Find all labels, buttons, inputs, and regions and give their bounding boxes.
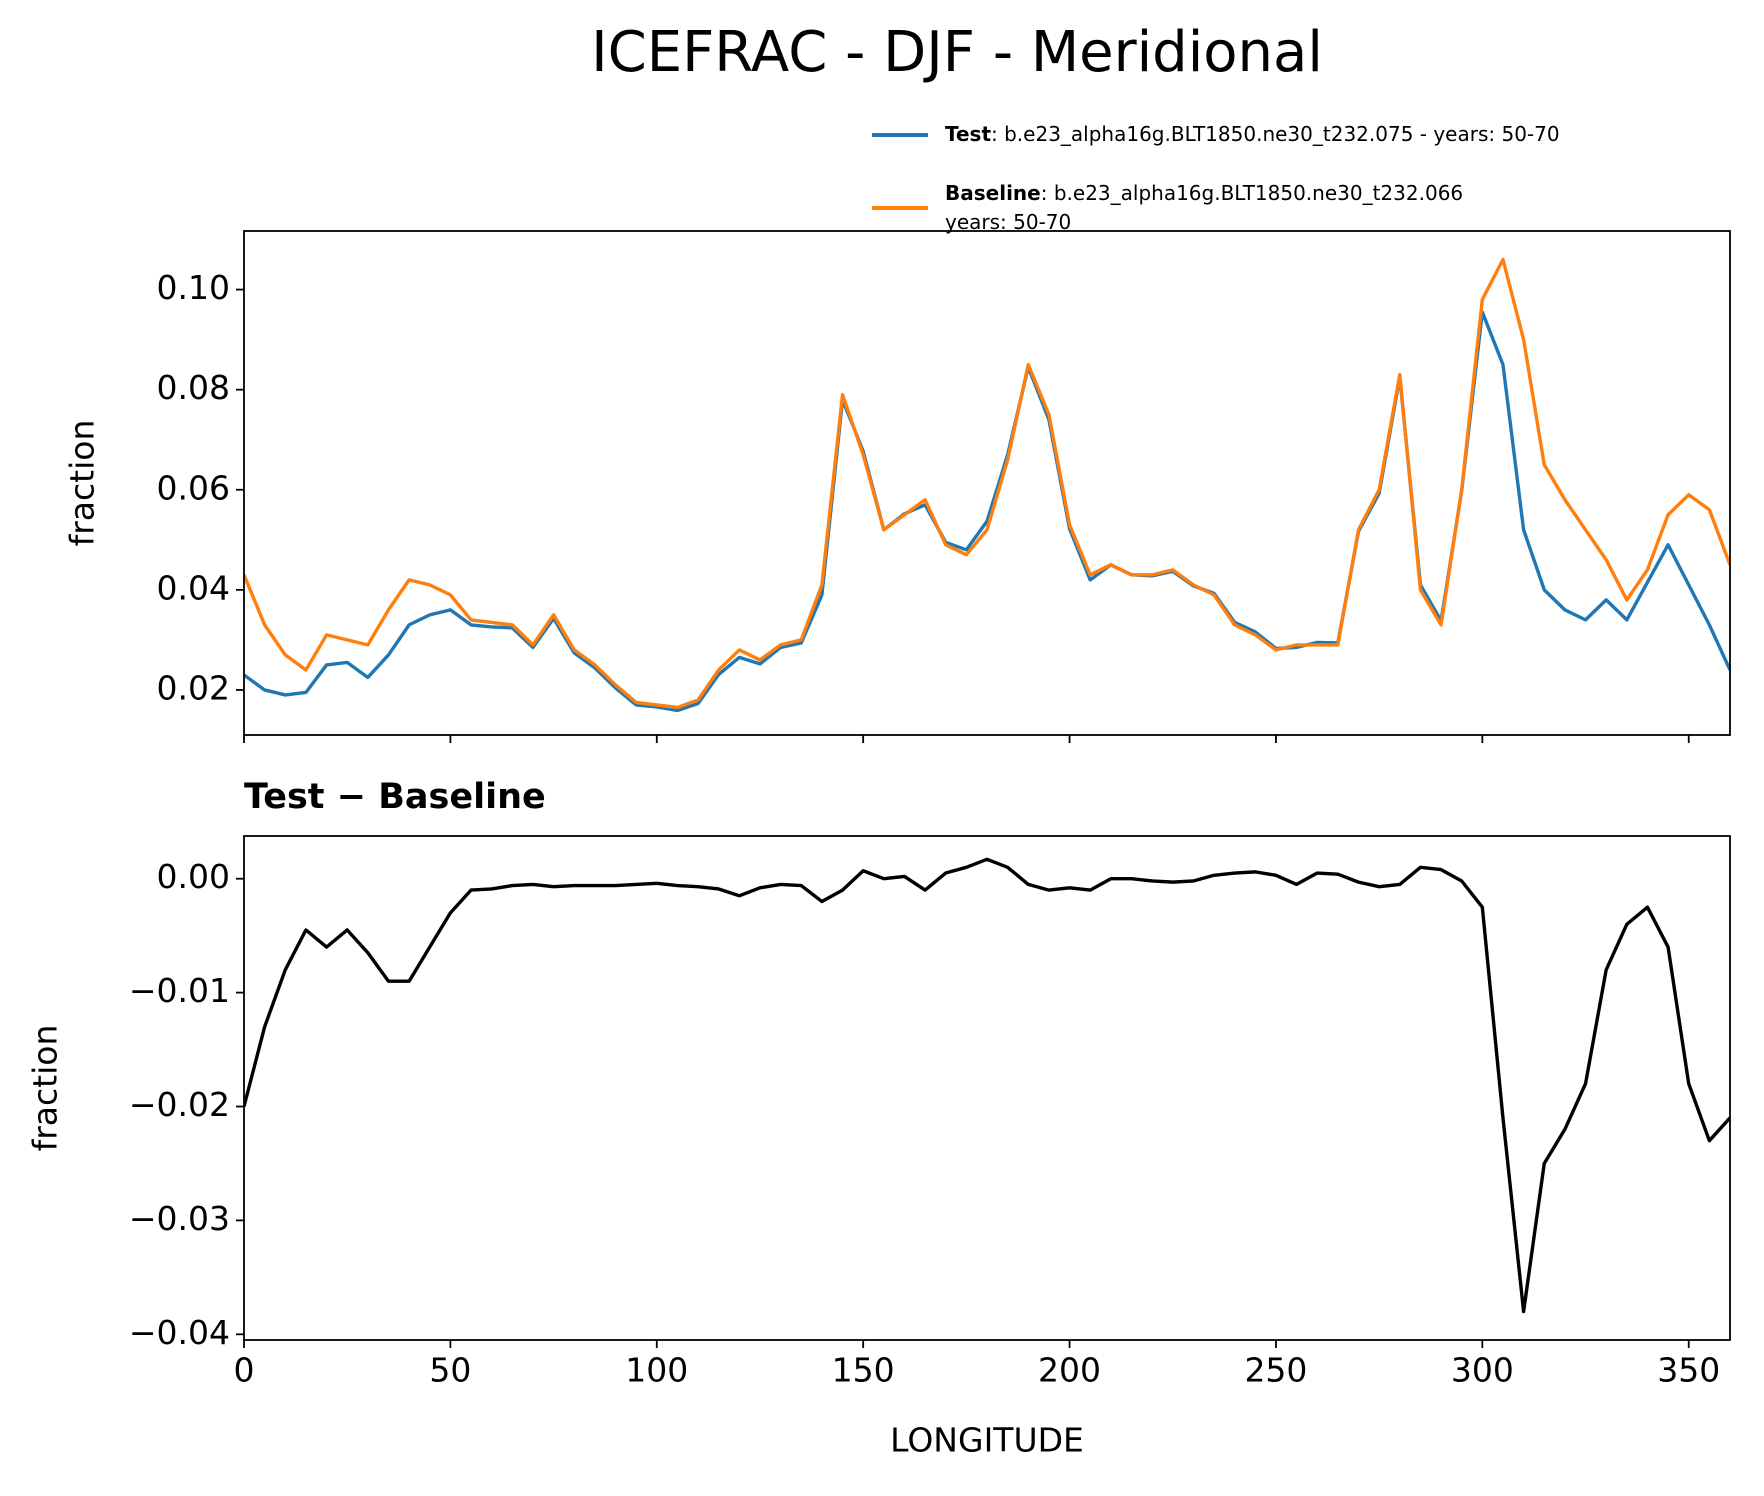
legend-entry: years: 50-70 (945, 210, 1071, 234)
y-tick-label: 0.06 (157, 468, 230, 507)
chart-title: ICEFRAC - DJF - Meridional (591, 20, 1323, 85)
y-tick-label: −0.01 (129, 971, 230, 1010)
y-tick-label: 0.04 (157, 568, 230, 607)
axes-frame (243, 230, 1731, 736)
y-tick-label: 0.00 (157, 857, 230, 896)
x-tick-label: 350 (1657, 1351, 1720, 1390)
legend-entry: Baseline: b.e23_alpha16g.BLT1850.ne30_t2… (945, 181, 1463, 205)
y-tick-label: 0.10 (157, 268, 230, 307)
legend-label: years: 50-70 (945, 210, 1071, 234)
x-axis-label: LONGITUDE (890, 1421, 1084, 1460)
x-tick-label: 100 (625, 1351, 688, 1390)
legend-name: Test (945, 122, 991, 146)
y-axis-label: fraction (26, 1025, 65, 1152)
x-tick-label: 0 (234, 1351, 255, 1390)
x-tick-label: 50 (429, 1351, 471, 1390)
legend-label: : b.e23_alpha16g.BLT1850.ne30_t232.075 -… (991, 122, 1560, 146)
x-tick-label: 250 (1244, 1351, 1307, 1390)
data-line (244, 857, 1730, 1314)
x-tick-label: 150 (832, 1351, 895, 1390)
y-tick-label: −0.04 (129, 1313, 230, 1352)
data-line (244, 257, 1730, 710)
axes-frame (243, 835, 1731, 1341)
x-tick-label: 200 (1038, 1351, 1101, 1390)
y-axis-label: fraction (63, 420, 102, 547)
legend-entry: Test: b.e23_alpha16g.BLT1850.ne30_t232.0… (945, 122, 1560, 146)
legend-name: Baseline (945, 181, 1041, 205)
y-tick-label: −0.02 (129, 1085, 230, 1124)
y-tick-label: 0.08 (157, 368, 230, 407)
y-tick-label: −0.03 (129, 1199, 230, 1238)
y-tick-label: 0.02 (157, 668, 230, 707)
x-tick-label: 300 (1451, 1351, 1514, 1390)
data-line (244, 310, 1730, 713)
legend-label: : b.e23_alpha16g.BLT1850.ne30_t232.066 (1041, 181, 1463, 205)
subplot-title: Test − Baseline (244, 777, 546, 817)
